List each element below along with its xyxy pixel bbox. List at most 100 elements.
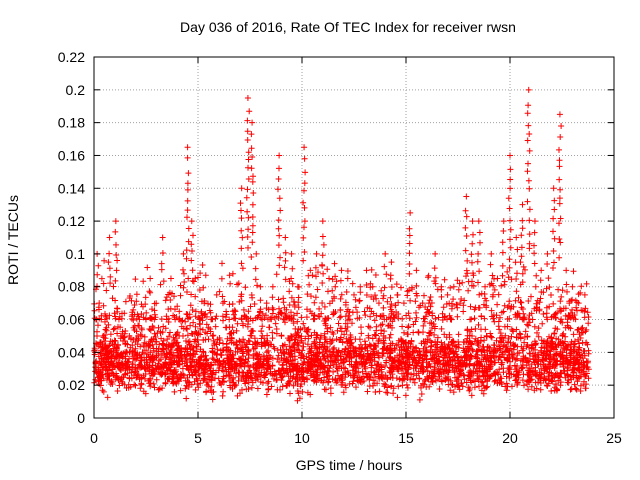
data-point [525,86,532,93]
y-tick-label: 0.12 [58,213,85,229]
data-point [500,218,507,225]
data-point-cluster [269,294,276,301]
data-point-cluster [482,295,488,302]
data-point [369,283,376,290]
data-point [494,275,501,282]
data-point [457,300,464,307]
data-point [407,209,414,216]
data-point [282,234,289,241]
data-point-cluster [487,261,496,287]
data-point [563,267,570,274]
data-point [425,300,432,307]
dense-point-cloud [91,257,592,404]
data-point [394,291,401,298]
data-point-cluster [243,108,253,251]
data-point-cluster [537,277,545,295]
data-point-cluster [169,290,175,297]
data-point [288,250,295,257]
data-point [151,316,158,323]
y-tick-label: 0.04 [58,344,85,360]
data-point-cluster [312,264,321,293]
data-point [201,300,208,307]
data-point [432,250,439,257]
data-point [176,308,183,315]
data-point-cluster [158,250,167,285]
data-point [301,144,308,151]
x-axis-label: GPS time / hours [296,457,403,473]
data-point [213,291,220,298]
data-point [326,275,333,282]
data-point [538,267,545,274]
data-point-cluster [450,296,457,303]
y-tick-label: 0.18 [58,115,85,131]
data-point [257,283,264,290]
data-point [338,267,345,274]
data-point-cluster [505,166,514,271]
data-point [180,250,187,257]
data-point [575,300,582,307]
y-tick-label: 0.1 [66,246,86,262]
data-point [363,267,370,274]
data-point [307,267,314,274]
data-point [253,250,260,257]
data-point [192,308,199,315]
data-point-cluster [325,288,331,295]
data-point [209,332,216,339]
x-tick-label: 25 [606,430,622,446]
data-point-cluster [281,249,289,283]
data-point [172,316,179,323]
data-point [163,316,170,323]
data-point-cluster [518,217,527,277]
x-axis-ticks: 0 5 10 15 20 25 [90,57,622,446]
data-point [155,324,162,331]
data-point-cluster [563,281,570,295]
data-point [130,324,137,331]
data-point [556,111,563,118]
data-point-cluster [188,232,196,284]
data-point [482,283,489,290]
data-point-cluster [387,272,395,301]
data-point-cluster [406,225,413,277]
data-point-cluster [275,165,284,269]
data-point [184,144,191,151]
data-point-cluster [343,289,350,295]
data-point-cluster [363,282,370,298]
data-point [319,218,326,225]
data-point [450,283,457,290]
data-point [469,218,476,225]
y-tick-label: 0.22 [58,49,85,65]
y-tick-label: 0.14 [58,180,85,196]
data-point [375,300,382,307]
data-point [550,185,557,192]
data-point [313,250,320,257]
x-tick-label: 20 [502,430,518,446]
data-point-cluster [474,229,483,286]
data-point-cluster [288,265,296,287]
data-point-cluster [112,228,121,284]
data-point [507,152,513,159]
data-point [444,291,451,298]
data-point [238,185,245,192]
data-point-cluster [183,154,192,262]
data-point [519,201,526,208]
data-point [419,300,426,307]
data-point [400,300,407,307]
data-point-cluster [524,102,533,252]
data-point [569,283,576,290]
x-tick-label: 10 [294,430,310,446]
data-point [138,332,145,339]
data-point-cluster [252,265,261,289]
data-point-cluster [180,266,187,291]
data-point [351,291,357,298]
data-point-cluster [147,289,154,296]
data-point [188,218,195,225]
x-tick-label: 15 [398,430,414,446]
data-point [112,218,119,225]
data-point-cluster [257,297,264,304]
data-point [109,341,116,348]
x-tick-label: 0 [90,430,98,446]
data-point-cluster [531,229,540,290]
data-point-cluster [93,262,102,293]
data-point [147,275,154,282]
